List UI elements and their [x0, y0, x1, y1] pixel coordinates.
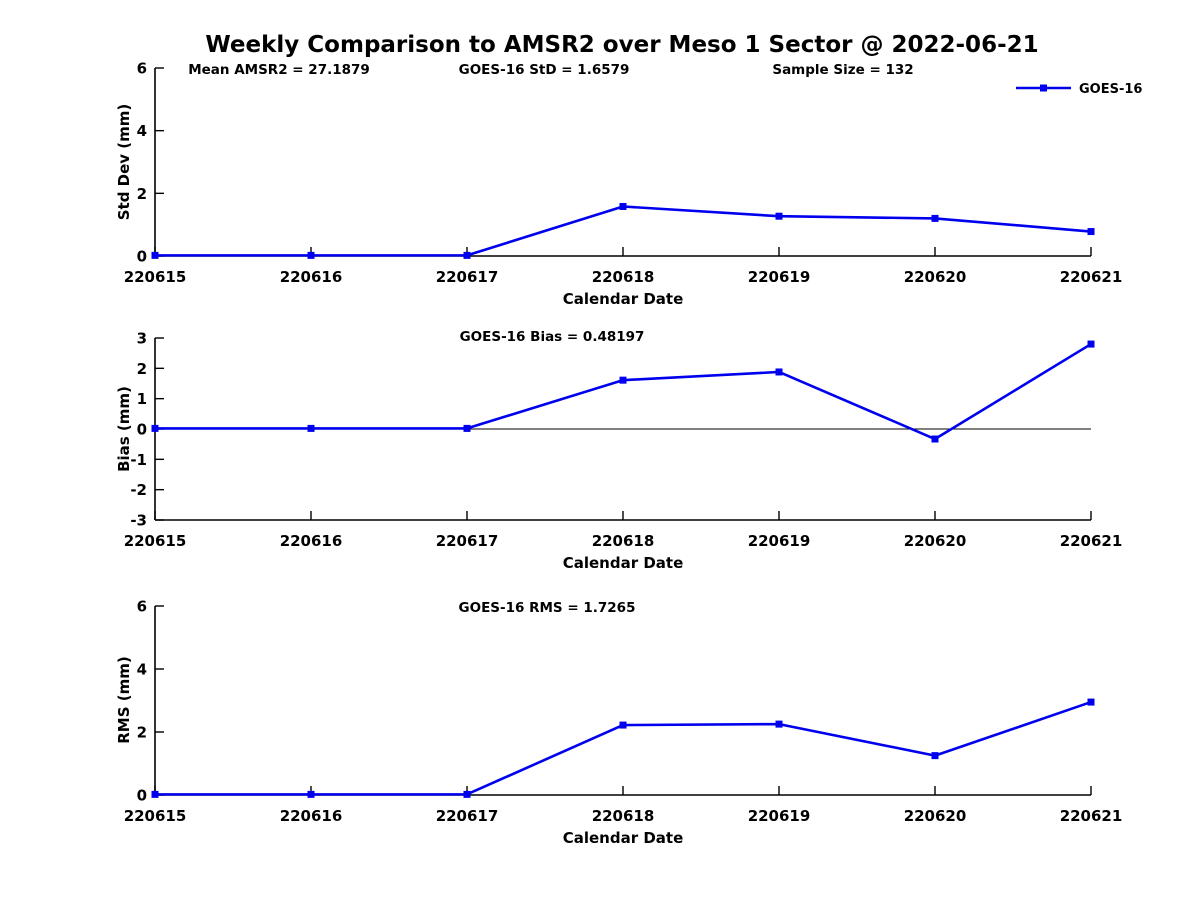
annotation-goes16-std: GOES-16 StD = 1.6579	[459, 62, 630, 78]
x-tick-label: 220619	[748, 532, 811, 550]
x-tick-label: 220621	[1060, 532, 1123, 550]
annotation-sample-size: Sample Size = 132	[772, 62, 913, 78]
data-point-marker	[1087, 698, 1095, 706]
y-tick-label: 1	[137, 390, 147, 408]
legend: GOES-16	[1016, 82, 1142, 97]
data-point-marker	[151, 251, 159, 259]
x-tick-label: 220618	[592, 807, 655, 825]
panel-bias: GOES-16 Bias = 0.48197 Bias (mm) Calenda…	[115, 329, 1122, 572]
data-point-marker	[775, 720, 783, 728]
y-tick-label: 0	[137, 421, 147, 439]
data-point-marker	[1087, 340, 1095, 348]
data-point-marker	[775, 212, 783, 220]
y-tick-label: 4	[137, 122, 147, 140]
data-point-marker	[463, 251, 471, 259]
axes-bias: 3 2 1 0 -1 -2 -3 220615 220616 220617 220618 220619…	[124, 330, 1123, 551]
x-tick-label: 220621	[1060, 807, 1123, 825]
x-axis-title-2: Calendar Date	[563, 554, 684, 572]
data-point-marker	[619, 202, 627, 210]
axes-std-dev: 0 2 4 6 220615 220616 220617 220618 220619 220620…	[124, 60, 1123, 287]
data-point-marker	[151, 790, 159, 798]
y-axis-title-rms: RMS (mm)	[115, 656, 133, 743]
y-axis-title-std-dev: Std Dev (mm)	[115, 104, 133, 221]
x-tick-label: 220618	[592, 532, 655, 550]
x-tick-label: 220620	[904, 532, 967, 550]
y-tick-label: 2	[137, 360, 147, 378]
data-point-marker	[775, 368, 783, 376]
x-tick-label: 220617	[436, 807, 499, 825]
x-tick-label: 220618	[592, 268, 655, 286]
x-tick-label: 220617	[436, 268, 499, 286]
data-point-marker	[463, 424, 471, 432]
data-point-marker	[931, 435, 939, 443]
panel-std-dev: Mean AMSR2 = 27.1879 GOES-16 StD = 1.657…	[115, 60, 1122, 309]
x-tick-label: 220617	[436, 532, 499, 550]
y-tick-label: -2	[130, 481, 147, 499]
y-tick-label: -1	[130, 451, 147, 469]
y-axis-title-bias: Bias (mm)	[115, 386, 133, 472]
annotation-goes16-rms: GOES-16 RMS = 1.7265	[459, 600, 636, 616]
y-tick-label: 2	[137, 185, 147, 203]
y-tick-label: -3	[130, 512, 147, 530]
x-axis-title-1: Calendar Date	[563, 290, 684, 308]
data-point-marker	[151, 424, 159, 432]
data-point-marker	[931, 214, 939, 222]
figure-title: Weekly Comparison to AMSR2 over Meso 1 S…	[205, 32, 1038, 58]
axes-rms: 0 2 4 6 220615 220616 220617 220618 220619 220620…	[124, 598, 1123, 826]
data-point-marker	[619, 376, 627, 384]
x-tick-label: 220616	[280, 268, 343, 286]
annotation-mean-amsr2: Mean AMSR2 = 27.1879	[188, 62, 370, 78]
legend-marker-icon	[1040, 84, 1047, 92]
data-point-marker	[619, 721, 627, 729]
y-tick-label: 0	[137, 787, 147, 805]
data-point-marker	[307, 424, 315, 432]
x-tick-label: 220616	[280, 532, 343, 550]
y-tick-label: 4	[137, 661, 147, 679]
x-tick-label: 220615	[124, 532, 187, 550]
panel-rms: GOES-16 RMS = 1.7265 RMS (mm) Calendar D…	[115, 598, 1122, 848]
x-tick-label: 220615	[124, 807, 187, 825]
y-tick-label: 2	[137, 724, 147, 742]
series-line	[155, 700, 1092, 796]
data-point-marker	[931, 752, 939, 760]
x-tick-label: 220620	[904, 807, 967, 825]
data-point-marker	[307, 790, 315, 798]
x-axis-title-3: Calendar Date	[563, 829, 684, 847]
x-tick-label: 220615	[124, 268, 187, 286]
data-point-marker	[1087, 228, 1095, 236]
x-tick-label: 220621	[1060, 268, 1123, 286]
y-tick-label: 6	[137, 598, 147, 616]
x-tick-label: 220616	[280, 807, 343, 825]
x-tick-label: 220619	[748, 807, 811, 825]
data-point-marker	[463, 790, 471, 798]
x-tick-label: 220619	[748, 268, 811, 286]
series-line	[155, 342, 1092, 441]
y-tick-label: 0	[137, 248, 147, 266]
data-point-marker	[307, 251, 315, 259]
x-tick-label: 220620	[904, 268, 967, 286]
annotation-goes16-bias: GOES-16 Bias = 0.48197	[460, 329, 645, 345]
y-tick-label: 3	[137, 330, 147, 348]
legend-label: GOES-16	[1079, 82, 1142, 97]
y-tick-label: 6	[137, 60, 147, 78]
